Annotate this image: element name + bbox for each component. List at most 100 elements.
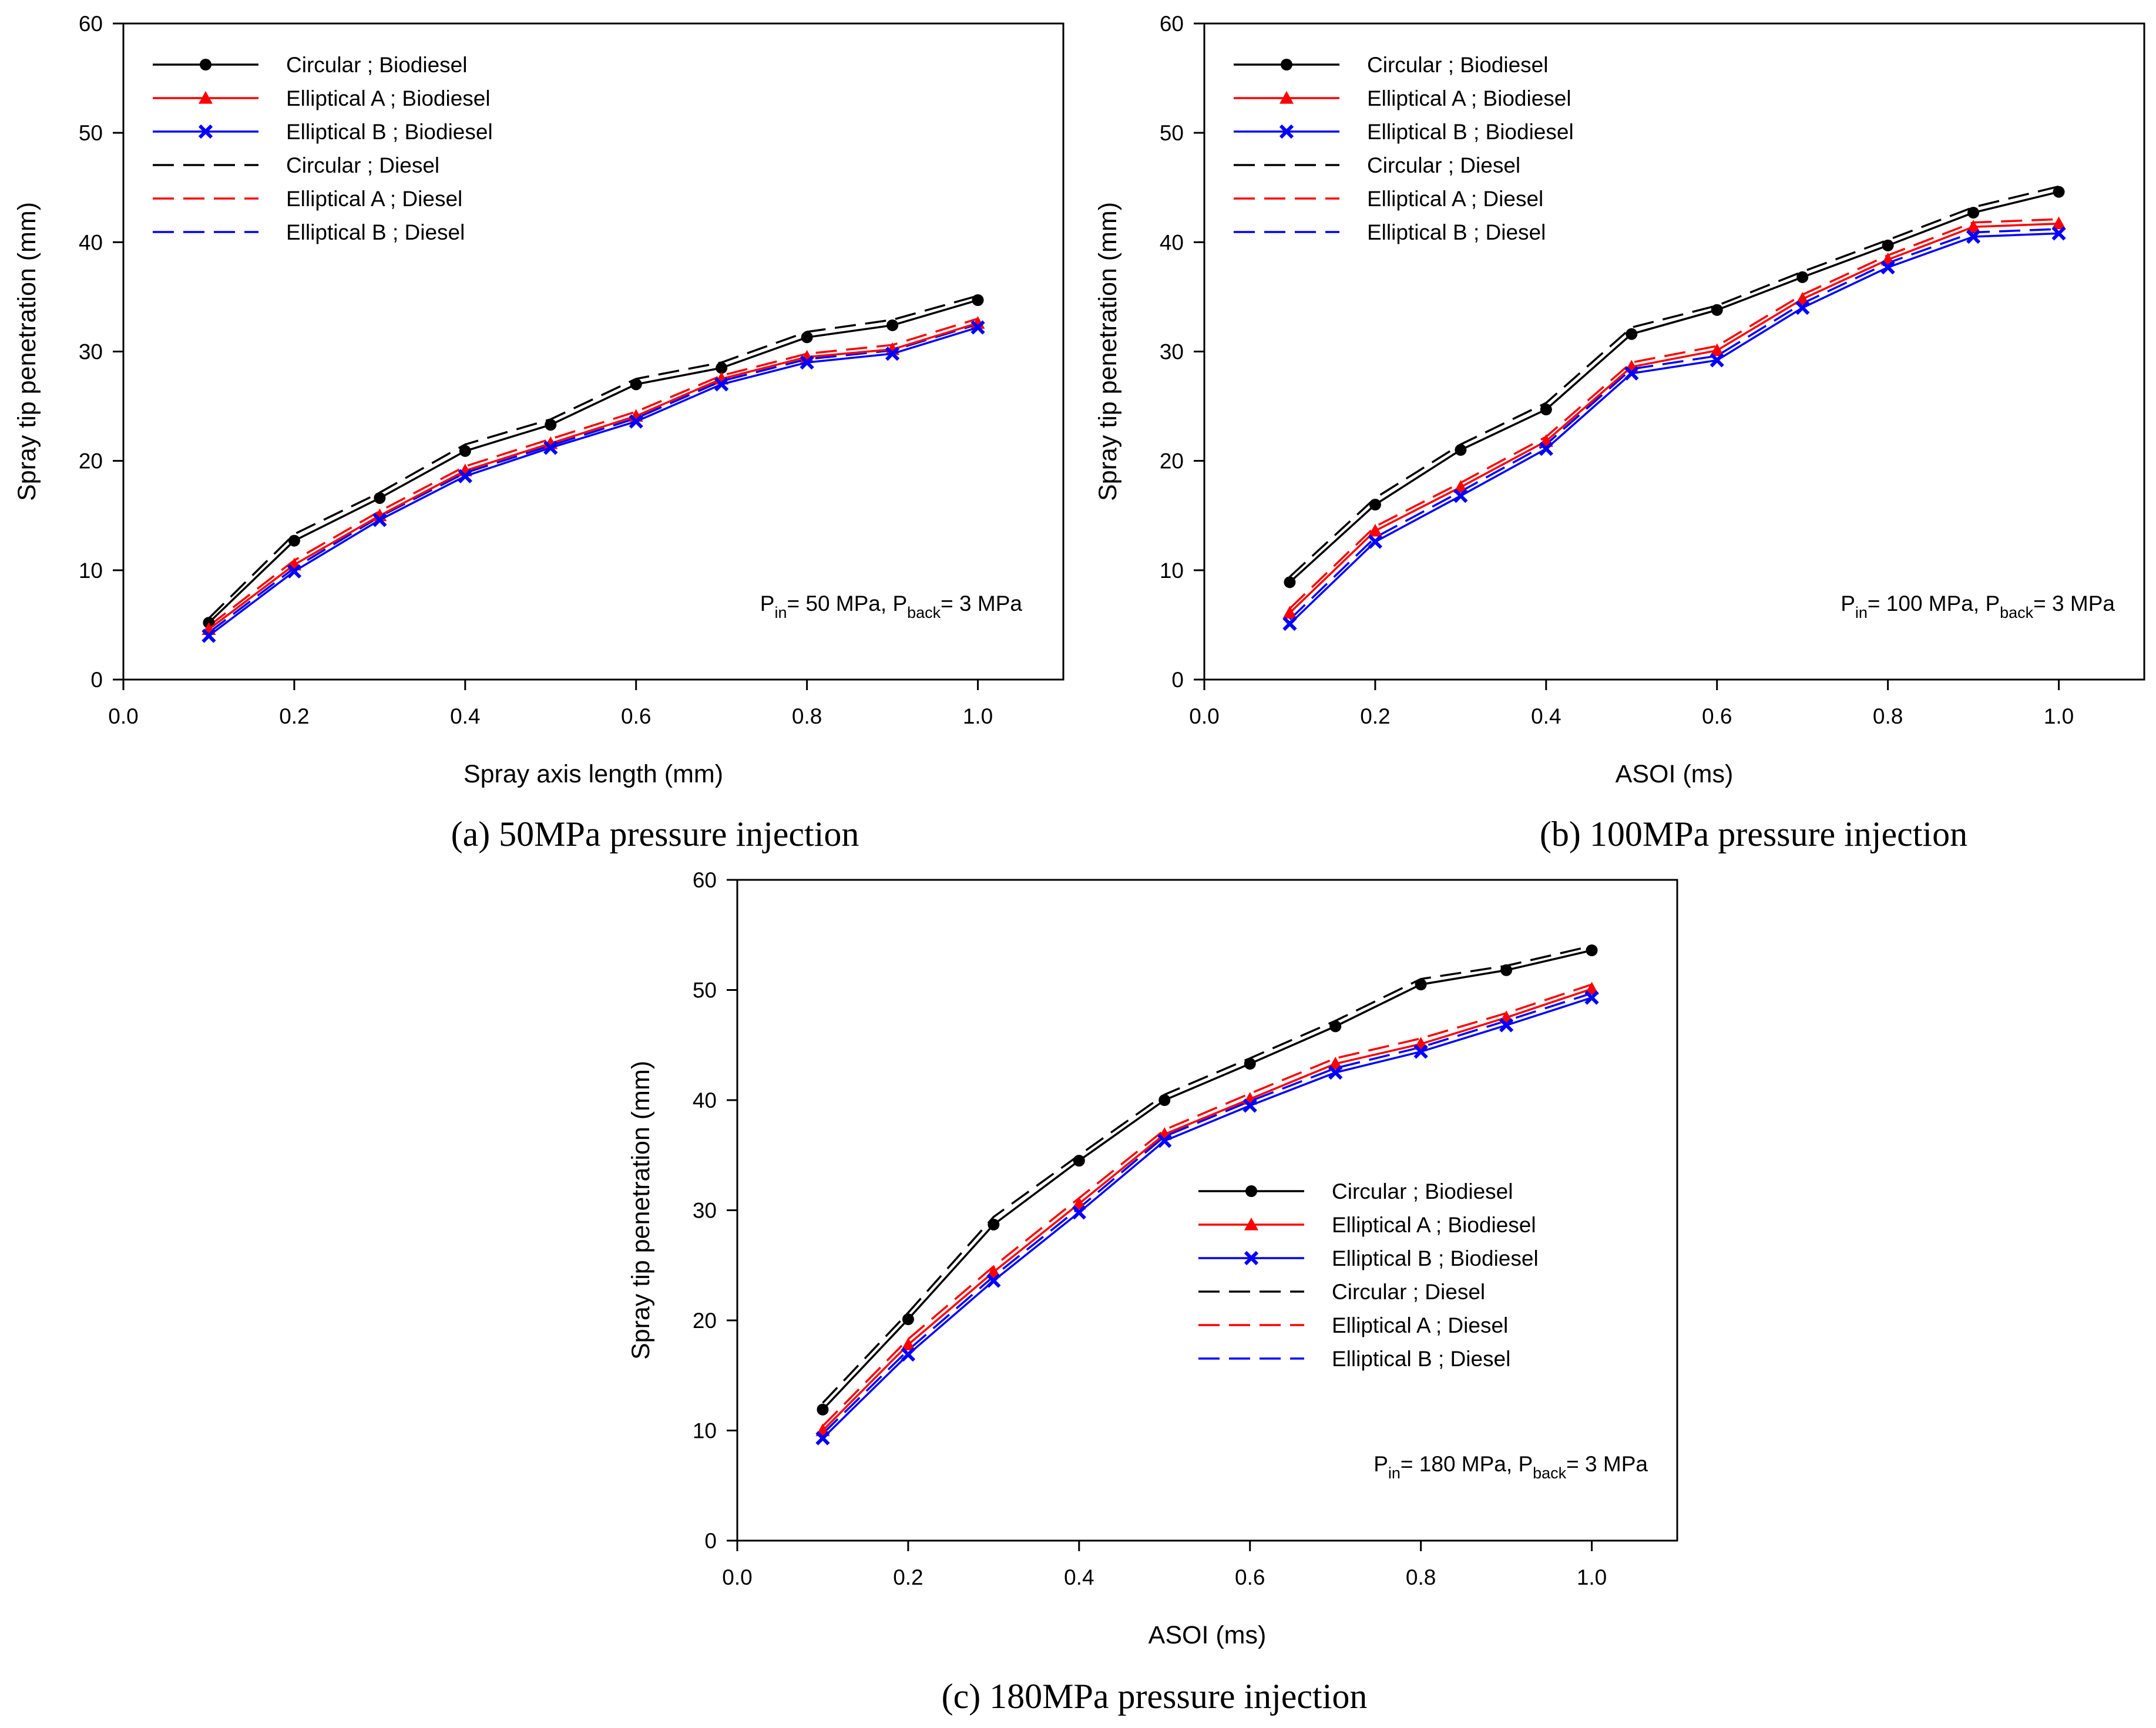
data-point — [815, 1431, 830, 1445]
x-axis-label: ASOI (ms) — [1616, 760, 1734, 788]
data-point — [1882, 239, 1894, 251]
data-point — [459, 445, 471, 457]
series-line — [1289, 222, 2059, 614]
data-point — [287, 564, 302, 579]
series-elliptical-b-diesel — [1289, 228, 2059, 620]
legend-marker — [1280, 91, 1294, 104]
y-tick-label: 20 — [79, 449, 103, 473]
annotation-text: = 100 MPa, P — [1868, 591, 2000, 616]
x-tick-label: 1.0 — [1577, 1565, 1607, 1589]
annotation-subscript: back — [907, 604, 941, 621]
data-point — [1584, 981, 1599, 995]
series-elliptical-a-diesel — [822, 983, 1593, 1427]
annotation-text: P — [760, 591, 775, 616]
data-point — [1282, 606, 1297, 619]
data-point — [1328, 1065, 1343, 1080]
legend-label: Circular ; Biodiesel — [286, 53, 467, 77]
data-point — [1626, 328, 1638, 340]
legend: Circular ; Biodiesel Elliptical A ; Biodi… — [153, 53, 493, 244]
y-tick-label: 20 — [693, 1309, 717, 1333]
y-tick-label: 60 — [693, 868, 717, 892]
data-point — [1329, 1020, 1342, 1033]
legend-label: Elliptical B ; Diesel — [286, 220, 465, 244]
y-tick-label: 60 — [1160, 12, 1184, 36]
legend-label: Circular ; Diesel — [1367, 153, 1520, 177]
y-tick-label: 40 — [693, 1088, 717, 1112]
data-point — [885, 347, 900, 361]
legend-label: Elliptical A ; Diesel — [1332, 1313, 1508, 1337]
x-tick-label: 1.0 — [963, 704, 993, 728]
x-tick-label: 0.6 — [1235, 1565, 1265, 1589]
legend-label: Elliptical B ; Diesel — [1332, 1347, 1510, 1371]
caption-a: (a) 50MPa pressure injection — [451, 815, 859, 853]
data-point — [1966, 220, 1981, 233]
data-point — [988, 1218, 1000, 1231]
data-point — [1413, 1044, 1428, 1059]
x-tick-label: 0.0 — [722, 1565, 752, 1589]
legend-marker — [198, 124, 213, 139]
data-point — [1966, 229, 1981, 244]
x-tick-label: 0.4 — [450, 704, 480, 728]
y-tick-label: 50 — [1160, 121, 1184, 145]
series-circular-biodiesel — [203, 294, 984, 629]
data-point — [202, 628, 216, 643]
condition-annotation: Pin= 180 MPa, Pback= 3 MPa — [1373, 1452, 1648, 1482]
legend-marker — [200, 59, 211, 70]
data-point — [1455, 444, 1467, 456]
series-line — [822, 944, 1592, 1404]
data-point — [543, 441, 558, 455]
data-point — [901, 1347, 916, 1362]
series-elliptical-b-biodiesel — [815, 990, 1599, 1445]
data-point — [1072, 1196, 1086, 1209]
data-point — [902, 1313, 914, 1326]
y-tick-label: 10 — [79, 559, 103, 583]
legend-marker — [1279, 124, 1294, 139]
series-line — [1289, 218, 2059, 610]
series-line — [1289, 232, 2059, 625]
y-axis-label: Spray tip penetration (mm) — [627, 1061, 655, 1360]
data-point — [1072, 1205, 1086, 1220]
data-point — [1586, 944, 1598, 956]
data-point — [545, 419, 557, 431]
data-point — [817, 1403, 829, 1416]
x-tick-label: 0.2 — [1360, 704, 1390, 728]
data-point — [1710, 343, 1724, 357]
y-tick-label: 50 — [693, 979, 717, 1003]
y-tick-label: 20 — [1160, 449, 1184, 473]
annotation-text: = 3 MPa — [2033, 591, 2115, 616]
data-point — [1368, 523, 1382, 537]
y-axis-label: Spray tip penetration (mm) — [1094, 202, 1122, 501]
data-point — [1880, 260, 1895, 275]
chart-panel-c: 0.0 0.2 0.4 0.6 0.8 1.0 0 10 20 30 40 50 60 ASOI (ms)… — [627, 868, 1678, 1649]
data-point — [1244, 1058, 1256, 1070]
series-line — [208, 322, 979, 630]
data-point — [972, 294, 984, 307]
annotation-subscript: back — [2000, 604, 2034, 621]
series-line — [208, 326, 979, 637]
x-tick-label: 0.8 — [792, 704, 822, 728]
y-tick-label: 10 — [1160, 559, 1184, 583]
series-elliptical-b-biodiesel — [202, 320, 985, 643]
series-line — [822, 949, 1592, 1411]
x-tick-label: 1.0 — [2044, 704, 2074, 728]
legend-marker — [1244, 1250, 1259, 1266]
x-axis-label: ASOI (ms) — [1148, 1621, 1267, 1649]
y-tick-label: 0 — [90, 668, 103, 692]
legend-label: Elliptical B ; Diesel — [1367, 220, 1546, 244]
data-point — [2051, 226, 2066, 241]
y-tick-label: 30 — [79, 340, 103, 364]
x-axis-label: Spray axis length (mm) — [464, 760, 723, 788]
plot-frame — [1203, 22, 2145, 681]
data-point — [714, 377, 729, 392]
y-tick-label: 40 — [1160, 230, 1184, 254]
data-point — [986, 1273, 1001, 1288]
annotation-subscript: in — [1388, 1464, 1401, 1482]
condition-annotation: Pin= 50 MPa, Pback= 3 MPa — [760, 591, 1023, 621]
x-tick-label: 0.8 — [1873, 704, 1903, 728]
y-tick-label: 50 — [79, 121, 103, 145]
data-point — [1369, 499, 1381, 511]
data-point — [458, 469, 472, 483]
condition-annotation: Pin= 100 MPa, Pback= 3 MPa — [1841, 591, 2115, 621]
series-elliptical-b-biodiesel — [1282, 226, 2066, 631]
series-circular-diesel — [1289, 185, 2059, 578]
